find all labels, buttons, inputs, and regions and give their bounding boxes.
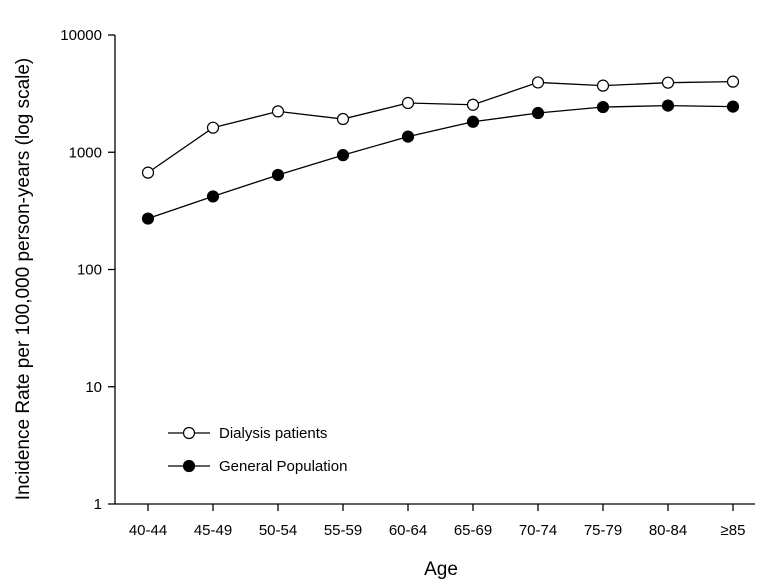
data-point	[336, 149, 350, 162]
data-point	[466, 98, 480, 111]
legend: Dialysis patients General Population	[168, 425, 347, 475]
data-point	[596, 100, 610, 114]
series-line	[147, 104, 734, 220]
data-point	[531, 106, 545, 120]
data-point	[466, 115, 480, 128]
legend-label: General Population	[219, 458, 347, 475]
data-point	[401, 96, 415, 110]
data-point	[141, 166, 155, 179]
y-tick-label: 1	[94, 496, 102, 513]
x-tick-label: 70-74	[519, 522, 557, 539]
y-ticks: 1 10 100 1000 10000	[60, 27, 115, 513]
series-1	[141, 75, 740, 179]
data-point	[726, 100, 740, 113]
x-tick-label: ≥85	[721, 522, 746, 539]
data-point	[336, 112, 350, 126]
data-point	[726, 75, 740, 88]
y-tick-label: 10	[85, 379, 102, 396]
data-point	[271, 105, 285, 118]
data-point	[141, 212, 155, 225]
data-point	[661, 99, 675, 112]
x-ticks: 40-44 45-49 50-54 55-59 60-64 65-69 70-74 75-79…	[129, 504, 746, 539]
x-tick-label: 55-59	[324, 522, 362, 539]
legend-item: General Population	[168, 458, 347, 475]
x-tick-label: 40-44	[129, 522, 167, 539]
x-tick-label: 60-64	[389, 522, 427, 539]
data-point	[271, 168, 285, 182]
y-tick-label: 100	[77, 262, 102, 279]
x-tick-label: 50-54	[259, 522, 297, 539]
data-point	[401, 130, 415, 143]
legend-marker	[182, 459, 196, 473]
x-tick-label: 65-69	[454, 522, 492, 539]
y-tick-label: 10000	[60, 27, 102, 44]
x-axis-title: Age	[424, 559, 458, 580]
data-point	[596, 79, 610, 92]
legend-marker	[182, 426, 196, 440]
x-tick-label: 45-49	[194, 522, 232, 539]
x-tick-label: 75-79	[584, 522, 622, 539]
data-point	[531, 76, 545, 89]
legend-label: Dialysis patients	[219, 425, 327, 442]
y-axis-title: Incidence Rate per 100,000 person-years …	[13, 58, 34, 501]
data-point	[206, 190, 220, 203]
series-line	[147, 81, 734, 174]
data-point	[206, 121, 220, 134]
x-tick-label: 80-84	[649, 522, 687, 539]
legend-item: Dialysis patients	[168, 425, 327, 442]
series-2	[141, 99, 740, 225]
y-tick-label: 1000	[69, 144, 102, 161]
series	[141, 75, 740, 225]
data-point	[661, 76, 675, 89]
